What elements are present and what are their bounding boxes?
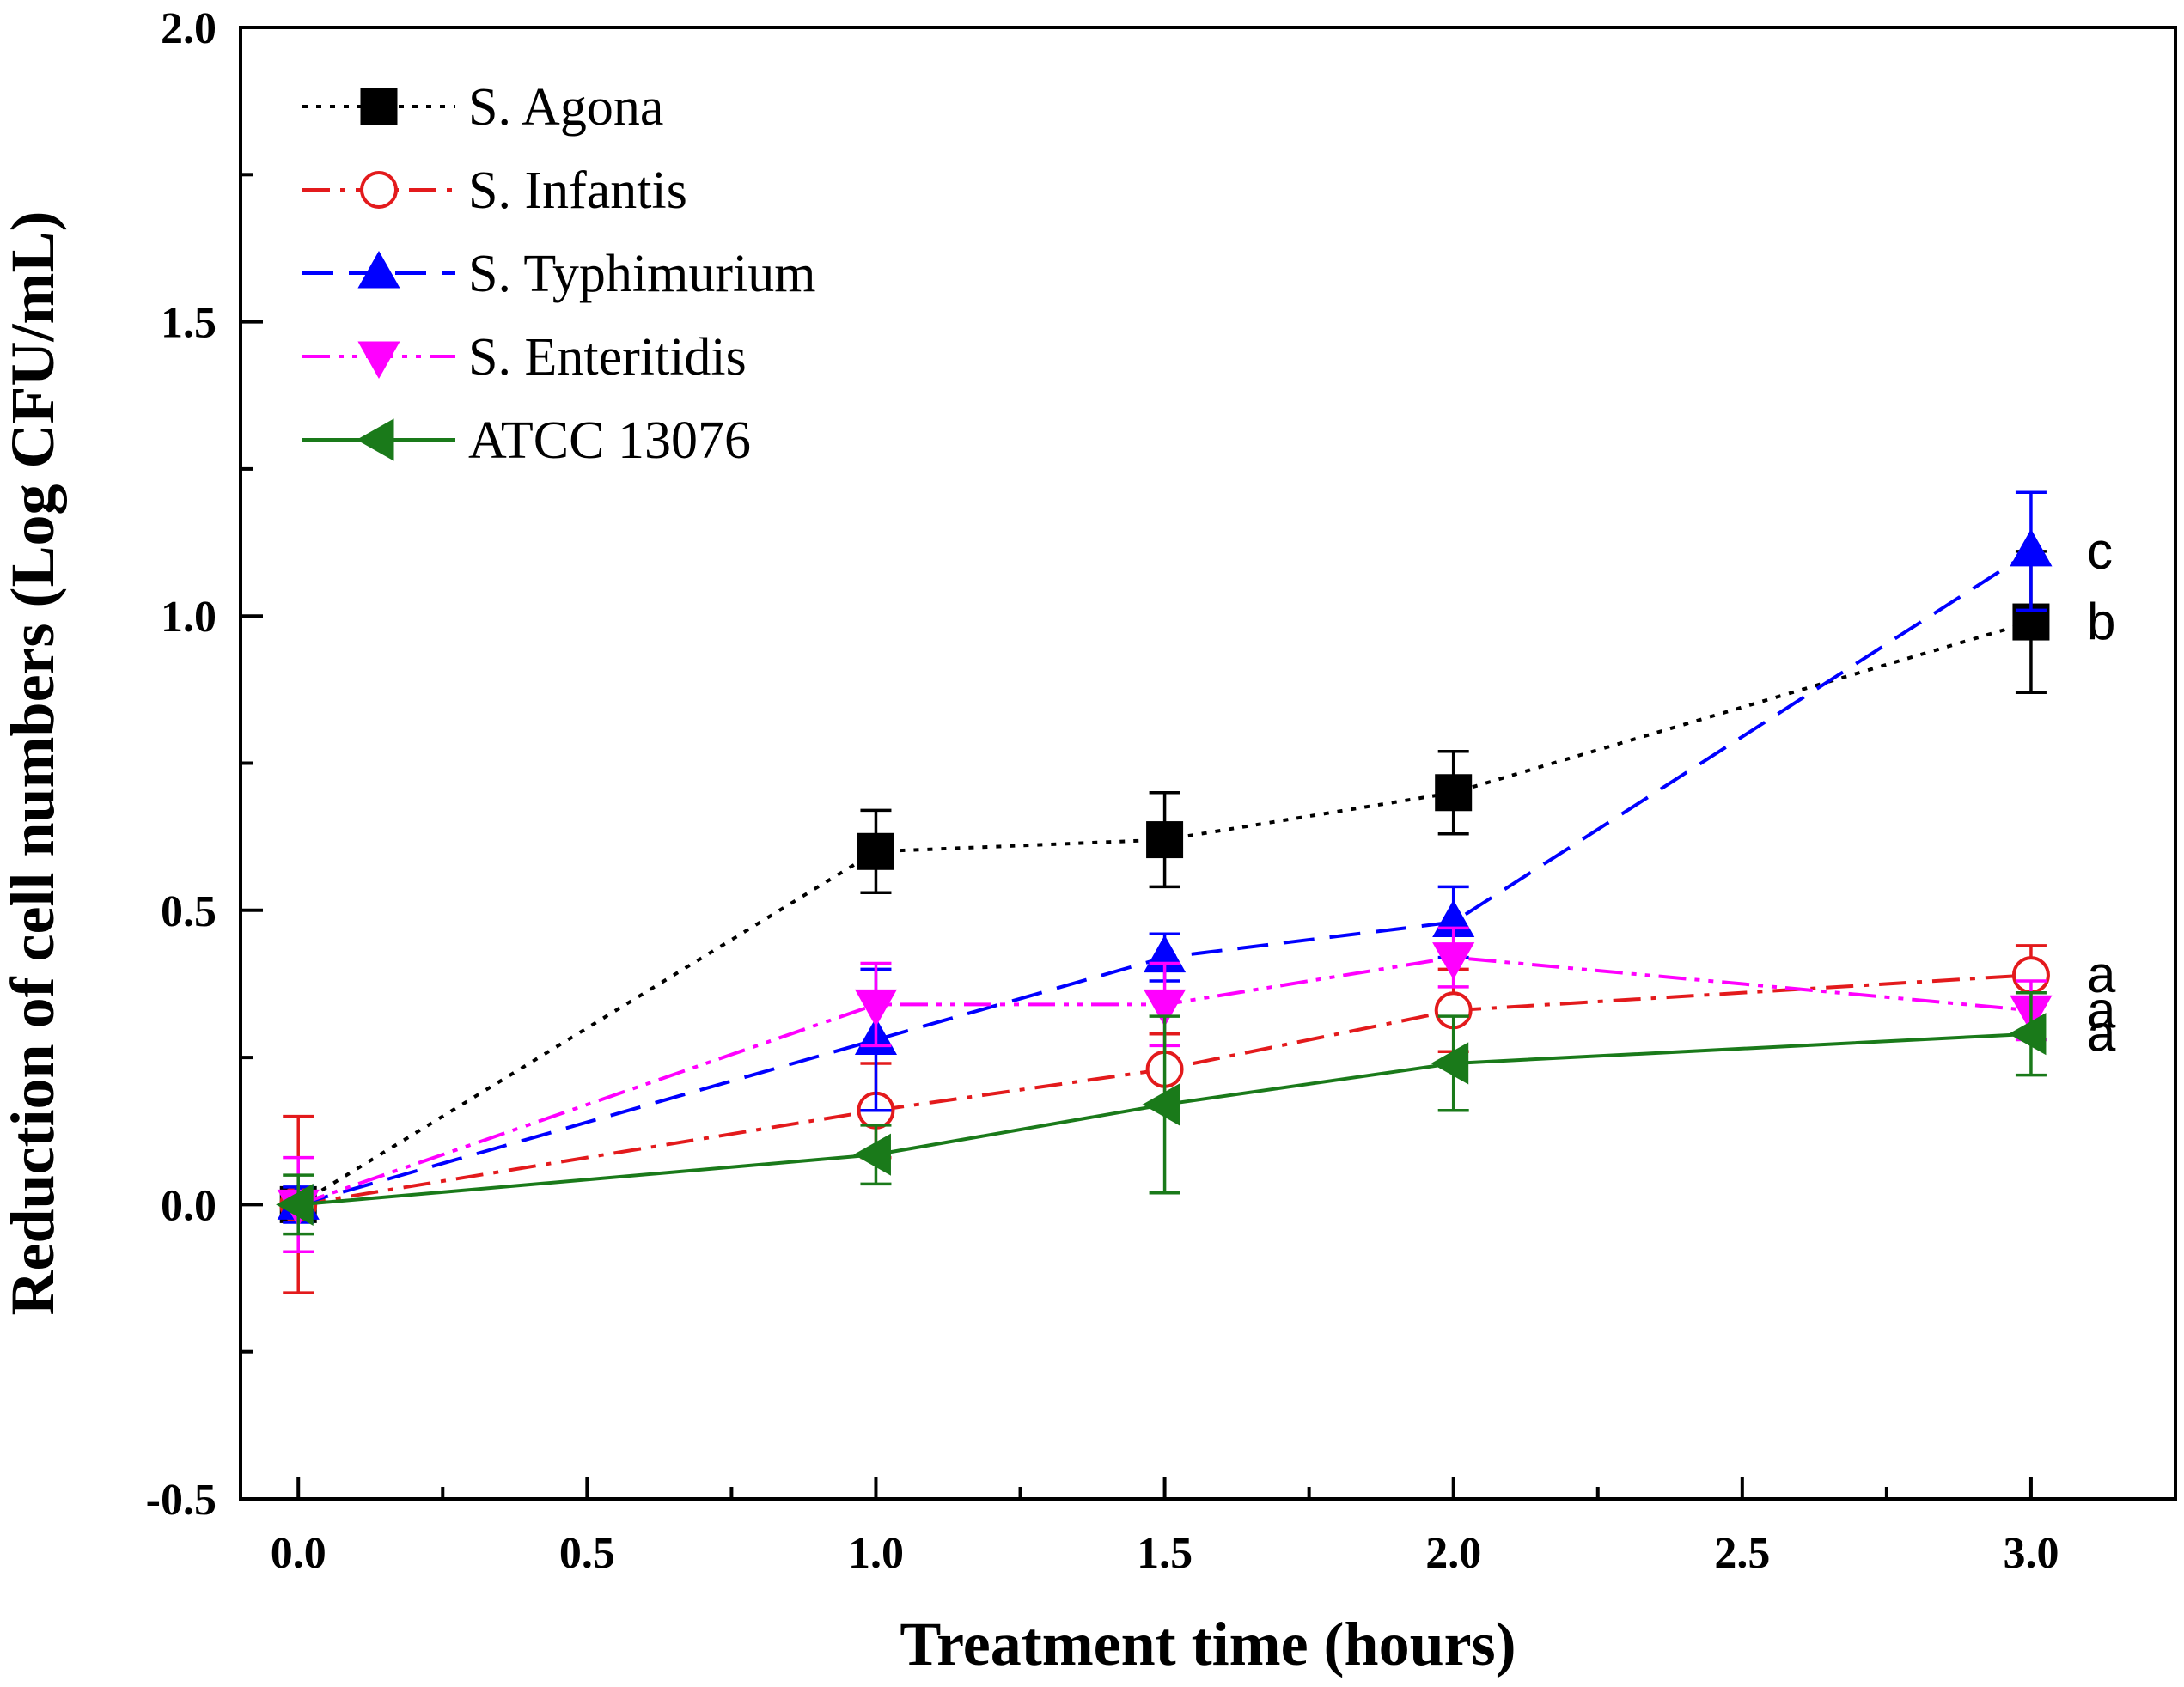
x-tick-label: 3.0 <box>2003 1529 2059 1578</box>
x-tick-label: 2.5 <box>1714 1529 1770 1578</box>
legend-item: S. Agona <box>302 78 663 137</box>
y-tick-label: 0.0 <box>161 1181 217 1230</box>
legend-label: S. Enteritidis <box>468 328 747 387</box>
series-s-enteritidis <box>277 926 2053 1253</box>
x-tick-label: 0.0 <box>271 1529 326 1578</box>
data-point <box>2010 528 2053 567</box>
significance-letters: b a c aa <box>2087 522 2116 1063</box>
data-point <box>276 1183 314 1226</box>
legend-item: S. Enteritidis <box>302 328 747 387</box>
y-axis-title: Reduction of cell numbers (Log CFU/mL) <box>0 211 67 1316</box>
data-point <box>857 832 894 870</box>
data-point <box>1432 942 1475 980</box>
y-tick-label: -0.5 <box>146 1476 217 1525</box>
x-axis: 0.0 0.5 1.0 1.5 2.0 2.5 3.0 <box>271 1477 2059 1578</box>
legend-label: S. Agona <box>468 78 663 137</box>
x-tick-label: 2.0 <box>1425 1529 1481 1578</box>
data-point <box>1146 821 1184 859</box>
legend-marker <box>357 341 400 380</box>
y-tick-label: 0.5 <box>161 887 217 936</box>
data-point <box>1142 1083 1180 1126</box>
x-tick-label: 1.0 <box>848 1529 904 1578</box>
legend-label: ATCC 13076 <box>468 411 751 470</box>
data-point <box>854 989 898 1027</box>
y-tick-label: 2.0 <box>161 4 217 53</box>
y-axis: -0.5 0.0 0.5 1.0 1.5 2.0 <box>146 4 263 1525</box>
legend-marker <box>360 88 398 125</box>
data-point <box>2008 1013 2047 1056</box>
data-point <box>1435 774 1473 812</box>
data-point <box>853 1133 891 1176</box>
data-point <box>1431 1042 1469 1085</box>
legend-marker <box>356 418 394 461</box>
x-axis-title: Treatment time (hours) <box>900 1610 1516 1678</box>
significance-letter: b <box>2087 593 2115 650</box>
series-atcc-13076 <box>276 990 2047 1236</box>
series-layer <box>276 490 2053 1294</box>
x-tick-label: 1.5 <box>1137 1529 1193 1578</box>
legend-item: S. Typhimurium <box>302 245 815 303</box>
legend-marker <box>360 171 398 209</box>
legend-item: ATCC 13076 <box>302 411 751 470</box>
significance-letter: a <box>2087 946 2116 1003</box>
legend-label: S. Infantis <box>468 161 687 220</box>
y-tick-label: 1.0 <box>161 593 217 642</box>
x-tick-label: 0.5 <box>559 1529 615 1578</box>
data-point <box>1144 989 1187 1027</box>
significance-letter: c <box>2087 522 2113 580</box>
legend-item: S. Infantis <box>302 161 687 220</box>
legend: S. Agona S. Infantis S. Typhimurium S. Ente… <box>302 78 815 470</box>
legend-label: S. Typhimurium <box>468 245 815 303</box>
legend-marker <box>357 250 400 289</box>
y-tick-label: 1.5 <box>161 299 217 348</box>
significance-letter: a <box>2087 981 2116 1038</box>
significance-letter: a <box>2087 1005 2116 1063</box>
